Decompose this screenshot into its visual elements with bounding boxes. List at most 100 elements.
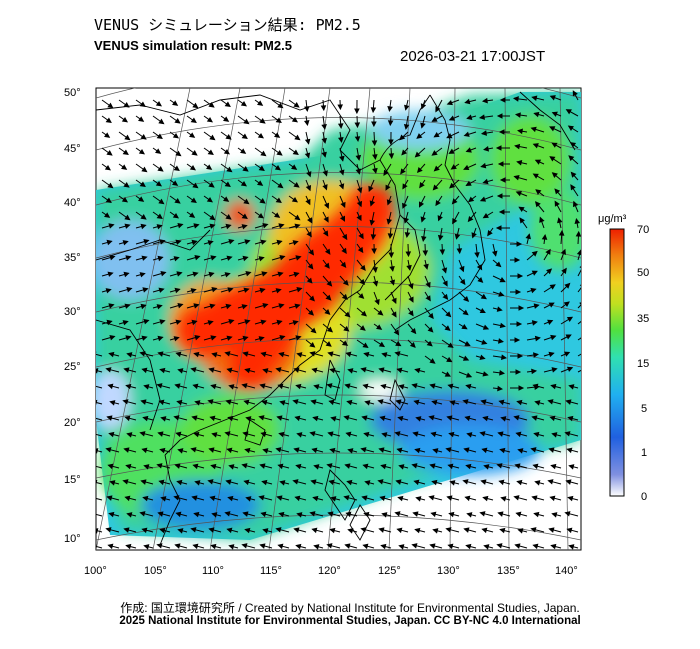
wind-vector-head [295, 463, 302, 470]
colorbar-tick: 0 [641, 491, 647, 503]
wind-vector-head [420, 216, 426, 223]
wind-vector-head [124, 214, 131, 221]
wind-vector-head [360, 367, 367, 373]
wind-vector-head [515, 511, 522, 518]
wind-vector-head [190, 367, 197, 373]
wind-vector-head [159, 527, 166, 534]
wind-vector-head [107, 463, 114, 470]
wind-vector-head [328, 399, 335, 406]
wind-vector-head [391, 297, 397, 305]
wind-vector-head [386, 218, 392, 225]
wind-vector-head [381, 512, 388, 518]
wind-vector-head [96, 528, 99, 534]
wind-vector-head [356, 214, 362, 222]
wind-vector-head [416, 133, 423, 139]
wind-vector-head [191, 319, 198, 326]
wind-vector-head [383, 169, 389, 176]
wind-vector [577, 353, 581, 357]
wind-vector-head [498, 209, 505, 215]
wind-vector-head [442, 293, 449, 300]
wind-vector-head [496, 113, 503, 119]
wind-vector-head [124, 303, 131, 309]
wind-vector-head [242, 335, 249, 342]
wind-vector-head [175, 150, 182, 157]
wind-vector-head [241, 543, 248, 549]
wind-vector-head [431, 399, 438, 406]
graticule [96, 88, 581, 550]
wind-vector-head [583, 367, 588, 371]
wind-vector-head [479, 431, 486, 437]
wind-vector-head [109, 400, 116, 406]
wind-vector [96, 513, 103, 517]
wind-vector-head [260, 351, 267, 358]
wind-vector-head [225, 303, 232, 310]
colorbar-tick: 15 [637, 358, 649, 370]
wind-vector-head [531, 270, 538, 276]
wind-vector-head [513, 495, 520, 501]
wind-vector-head [404, 232, 411, 238]
wind-vector-head [326, 280, 333, 287]
wind-vector-head [462, 399, 469, 405]
wind-vector-head [173, 256, 180, 262]
wind-vector-head [498, 291, 505, 297]
wind-vector-head [531, 250, 538, 257]
lon-tick: 130° [437, 565, 460, 577]
wind-vector-head [415, 496, 422, 502]
wind-vector-head [377, 479, 384, 485]
wind-vector-head [294, 303, 301, 309]
wind-vector-head [480, 162, 487, 169]
wind-vector-head [416, 166, 423, 174]
wind-vector-head [369, 200, 376, 207]
wind-vector-head [262, 368, 269, 374]
wind-vector-head [121, 196, 129, 203]
wind-vector-head [293, 271, 300, 278]
wind-vector-head [387, 120, 394, 127]
wind-vector-head [518, 305, 525, 311]
wind-vector-head [549, 415, 556, 422]
wind-vector-head [389, 279, 396, 286]
wind-vector-head [143, 464, 150, 470]
wind-vector-head [495, 225, 502, 231]
wind-vector-head [568, 464, 575, 470]
wind-vector-head [291, 164, 298, 170]
wind-vector-head [106, 150, 113, 156]
wind-vector-head [261, 479, 268, 486]
wind-vector-head [304, 152, 311, 159]
wind-vector-head [123, 271, 130, 278]
wind-vector-head [432, 528, 439, 534]
wind-vector [96, 401, 103, 405]
wind-vector-head [310, 479, 317, 485]
wind-vector-head [354, 136, 361, 143]
wind-vector-head [327, 431, 334, 437]
wind-vector-head [433, 132, 440, 138]
wind-vector-head [419, 182, 425, 189]
wind-vector-head [411, 543, 418, 549]
wind-vector-head [369, 219, 375, 226]
wind-vector-head [346, 399, 353, 406]
wind-vector-head [295, 335, 302, 341]
wind-vector-head [292, 399, 299, 405]
wind-vector-head [156, 304, 163, 310]
colorbar-tick: 35 [637, 313, 649, 325]
wind-vector-head [277, 463, 284, 470]
wind-vector-head [465, 147, 472, 153]
wind-vector-head [358, 293, 365, 299]
wind-vector-head [321, 137, 328, 144]
wind-vector-head [468, 196, 475, 203]
wind-vector-head [560, 248, 566, 255]
wind-vector-head [224, 431, 231, 437]
wind-vector-head [567, 415, 574, 422]
wind-vector-head [157, 255, 164, 262]
wind-vector-head [160, 416, 167, 422]
wind-vector-head [123, 182, 130, 188]
wind-vector-head [260, 319, 267, 325]
wind-vector-head [388, 252, 395, 259]
wind-vector-head [380, 543, 387, 550]
wind-vector-head [244, 527, 251, 534]
wind-vector-head [158, 399, 165, 406]
wind-vector-head [388, 153, 395, 160]
wind-vector-head [497, 385, 503, 392]
wind-vector-head [386, 199, 393, 206]
wind-vector-head [309, 431, 316, 437]
wind-vector-head [477, 277, 484, 283]
